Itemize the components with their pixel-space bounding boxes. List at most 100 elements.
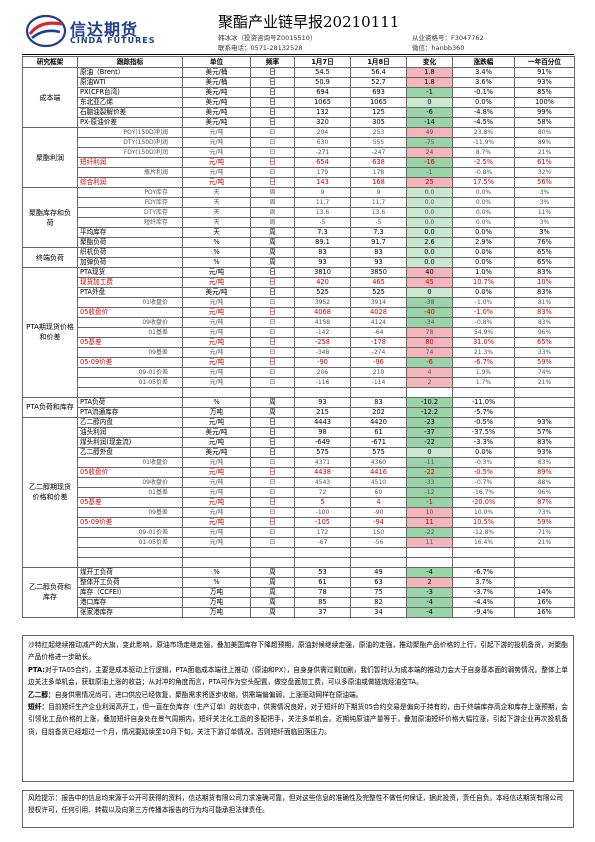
pct-change-cell: 0.0%: [452, 227, 515, 238]
change-cell: -6: [406, 107, 453, 118]
table-row: 05收盘价 元/吨日 4068 4028 -40 -1.0% 83%: [23, 307, 575, 318]
percentile-cell: 65%: [514, 257, 575, 268]
date2-value-cell: [350, 387, 407, 398]
date2-value-cell: 11.7: [350, 197, 407, 208]
change-cell: -37: [406, 426, 453, 438]
table-row: 05基差 元/吨日 -258 -178 80 31.0% 65%: [23, 337, 575, 348]
change-cell: 11: [406, 516, 453, 528]
pct-change-cell: -0.5%: [452, 416, 515, 428]
table-row: FDY库存天周 11.7 11.7 0.0 0.0% 3%: [23, 197, 575, 208]
unit-cell: 元/吨: [182, 167, 251, 178]
unit-cell: 美元/吨: [182, 107, 251, 118]
pct-change-cell: 54.9%: [452, 327, 515, 338]
table-row: 乙二醇外盘 美元/吨日 575 575 0 0.0% 93%: [23, 446, 575, 458]
indicator-cell: 01基差: [77, 327, 183, 338]
pct-change-cell: -3.3%: [452, 436, 515, 448]
percentile-cell: 89%: [514, 466, 575, 478]
percentile-cell: 21%: [514, 377, 575, 388]
unit-cell: 元/吨: [182, 297, 251, 308]
market-commentary: 沙特扛起继续推动减产的大旗，变此影响，原油市场走继走强，叠加美国库存下降超预期，…: [22, 635, 574, 782]
change-cell: 0: [406, 446, 453, 458]
percentile-cell: 3%: [514, 187, 575, 198]
indicator-cell: 聚酯负荷: [77, 237, 183, 248]
unit-cell: 元/吨: [182, 137, 251, 148]
pct-change-cell: -20.0%: [452, 496, 515, 508]
unit-cell: %: [182, 396, 251, 408]
disclaimer-text: 风险提示：报告中的信息均来源于公开可获得的资料，信达期货有限公司力求准确可靠，但…: [28, 794, 563, 814]
change-cell: -16: [406, 157, 453, 168]
table-row: PTA外盘 美元/吨日 525 525 0 0.0% 83%: [23, 287, 575, 298]
date2-value-cell: 253: [350, 127, 407, 138]
unit-cell: 美元/吨: [182, 426, 251, 438]
table-row: 09收盘价 元/吨日 4543 4510 -33 -0.7% 88%: [23, 476, 575, 488]
pct-change-cell: 3.7%: [452, 576, 515, 588]
percentile-cell: 96%: [514, 486, 575, 498]
date2-value-cell: 150: [350, 526, 407, 538]
percentile-cell: 14%: [514, 586, 575, 598]
date1-value-cell: 4443: [294, 416, 351, 428]
indicator-cell: 平均库存: [77, 227, 183, 238]
change-cell: [406, 387, 453, 398]
pct-change-cell: -6.7%: [452, 357, 515, 368]
commentary-psf-text: 目前短纤生产企业利润高开工，但一直在负库存（生产订单）的状态中，供需情况良好，对…: [28, 703, 568, 736]
pct-change-cell: 23.8%: [452, 127, 515, 138]
frequency-cell: 日: [250, 67, 295, 78]
frequency-cell: 日: [250, 357, 295, 368]
date1-value-cell: 93: [294, 396, 351, 408]
date2-value-cell: -5: [350, 217, 407, 228]
table-row: 库存（CCFEI） 万吨周 78 75 -3 -3.7% 14%: [23, 586, 575, 598]
percentile-cell: [514, 406, 575, 418]
date1-value-cell: 525: [294, 287, 351, 298]
percentile-cell: 16%: [514, 606, 575, 618]
table-row: 09-01价差 元/吨日 172 150 -22 -12.8% 71%: [23, 526, 575, 538]
date1-value-cell: 98: [294, 426, 351, 438]
unit-cell: 元/吨: [182, 516, 251, 528]
unit-cell: 元/吨: [182, 506, 251, 518]
table-row: 港口库存 万吨周 85 82 -4 -4.4% 16%: [23, 596, 575, 608]
pct-change-cell: -1.0%: [452, 297, 515, 308]
change-cell: -14: [406, 117, 453, 128]
pct-change-cell: [452, 546, 515, 558]
date2-value-cell: 555: [350, 137, 407, 148]
table-row: 石脑油裂解价差 美元/吨日 132 125 -6 -4.8% 99%: [23, 107, 575, 118]
indicator-cell: 05收盘价: [77, 466, 183, 478]
frequency-cell: 日: [250, 486, 295, 498]
table-row: 09收盘价 元/吨日 4158 4124 -34 -0.8% 83%: [23, 317, 575, 328]
indicator-cell: 煤开工负荷: [77, 566, 183, 578]
table-row: 加弹负荷% 周 93 93 0.0 0.0% 65%: [23, 257, 575, 268]
change-cell: 4: [406, 367, 453, 378]
frequency-cell: 周: [250, 396, 295, 408]
frequency-cell: 日: [250, 317, 295, 328]
date2-value-cell: 13.6: [350, 207, 407, 218]
unit-cell: 元/吨: [182, 436, 251, 448]
table-row: 01基差 元/吨日 -142 -64 78 54.9% 96%: [23, 327, 575, 338]
change-cell: 0.0: [406, 217, 453, 228]
change-cell: 0.0: [406, 227, 453, 238]
date1-value-cell: -105: [294, 516, 351, 528]
page-title: 聚酯产业链早报20210111: [218, 13, 400, 31]
percentile-cell: 83%: [514, 287, 575, 298]
table-row: 09基差 元/吨日 -348 -274 74 21.3% 33%: [23, 347, 575, 358]
table-row: 05-09价差 元/吨日 -105 -94 11 10.5% 59%: [23, 516, 575, 528]
date2-value-cell: 125: [350, 107, 407, 118]
table-row: 终端负荷 织机负荷% 周 83 83 0.0 0.0% 65%: [22, 247, 575, 268]
change-cell: 0.0: [406, 197, 453, 208]
change-cell: -75: [406, 137, 453, 148]
indicator-cell: 煤头利润(现金流): [77, 436, 183, 448]
date2-value-cell: 465: [350, 277, 407, 288]
date2-value-cell: -94: [350, 516, 407, 528]
frequency-cell: 日: [250, 177, 295, 188]
date2-value-cell: 7.3: [350, 227, 407, 238]
date2-value-cell: -114: [350, 377, 407, 388]
table-header-row: 研究框架 跟踪指标 单位 频率 1月7日 1月8日 变化 涨跌幅 一年百分位: [22, 56, 575, 68]
date1-value-cell: 11.7: [294, 197, 351, 208]
pct-change-cell: -9.4%: [452, 606, 515, 618]
date2-value-cell: -96: [350, 357, 407, 368]
pct-change-cell: 0.0%: [452, 217, 515, 228]
date1-value-cell: 654: [294, 157, 351, 168]
frequency-cell: 日: [250, 137, 295, 148]
date2-value-cell: -90: [350, 506, 407, 518]
indicator-cell: PX(CFR台湾): [77, 87, 183, 98]
unit-cell: 美元/吨: [182, 87, 251, 98]
date1-value-cell: [294, 387, 351, 398]
